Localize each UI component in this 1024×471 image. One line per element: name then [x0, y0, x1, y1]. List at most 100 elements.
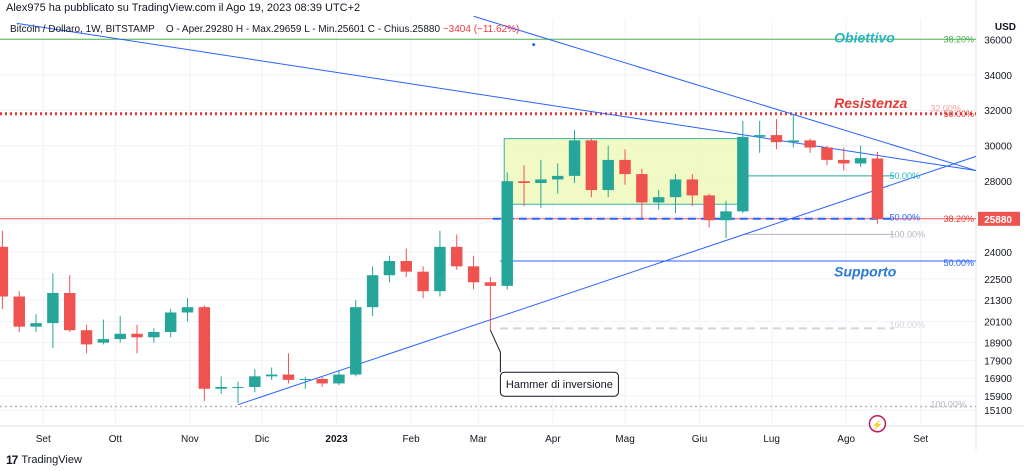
- candle-body[interactable]: [400, 261, 412, 272]
- annotation-supporto: Supporto: [834, 264, 897, 280]
- candle-body[interactable]: [737, 136, 749, 212]
- time-tick-label: Mar: [470, 434, 488, 445]
- ohlc-values: O - Aper.29280 H - Max.29659 L - Min.256…: [165, 24, 441, 35]
- time-tick-label: Set: [913, 434, 928, 445]
- symbol-name: Bitcoin / Dollaro, 1W, BITSTAMP: [10, 24, 155, 35]
- candle-body[interactable]: [13, 296, 25, 327]
- candle-body[interactable]: [350, 307, 362, 375]
- candle-body[interactable]: [585, 140, 598, 191]
- candle-body[interactable]: [854, 158, 867, 164]
- candle-body[interactable]: [451, 246, 463, 267]
- trendline[interactable]: [473, 15, 977, 172]
- candle-body[interactable]: [383, 261, 396, 276]
- price-tick-label: 32000: [984, 106, 1012, 117]
- fib-percent-label: 50.00%: [943, 258, 974, 268]
- candle-body[interactable]: [804, 140, 816, 148]
- candle-body[interactable]: [619, 159, 631, 175]
- lightning-icon[interactable]: [868, 415, 887, 433]
- price-change: −3404 (−11.62%): [442, 24, 520, 35]
- time-tick-label: Feb: [402, 434, 420, 445]
- candle-body[interactable]: [282, 374, 295, 380]
- time-tick-label: Nov: [181, 434, 199, 445]
- candle-body[interactable]: [0, 246, 9, 297]
- annotation-resistenza: Resistenza: [834, 95, 907, 111]
- currency-label: USD: [994, 22, 1016, 33]
- candle-body[interactable]: [215, 386, 227, 389]
- time-tick-label: Giu: [692, 434, 708, 445]
- candle-body[interactable]: [249, 376, 261, 387]
- trendline[interactable]: [16, 22, 977, 172]
- candle-body[interactable]: [181, 307, 194, 313]
- candle-body[interactable]: [686, 179, 699, 196]
- candle-body[interactable]: [636, 174, 648, 203]
- price-tick-label: 17900: [984, 356, 1012, 367]
- candle-body[interactable]: [30, 323, 42, 327]
- fib-percent-label: 100.00%: [889, 229, 925, 239]
- candle-body[interactable]: [434, 246, 446, 292]
- time-tick-label: Dic: [255, 434, 269, 445]
- marker-dot: [532, 43, 536, 47]
- candle-body[interactable]: [787, 140, 800, 143]
- last-price-value: 25880: [984, 215, 1012, 226]
- candle-body[interactable]: [316, 378, 328, 384]
- callout-pointer: [489, 330, 501, 373]
- price-tick-label: 36000: [984, 35, 1012, 46]
- candle-body[interactable]: [164, 312, 177, 332]
- candle-body[interactable]: [652, 197, 665, 203]
- candle-body[interactable]: [47, 292, 59, 324]
- time-tick-label: Ott: [109, 434, 123, 445]
- candle-body[interactable]: [838, 159, 850, 164]
- candle-body[interactable]: [333, 374, 345, 384]
- fib-percent-label: 50.00%: [889, 171, 920, 181]
- candle-body[interactable]: [753, 135, 766, 137]
- candle-body[interactable]: [568, 140, 581, 176]
- price-tick-label: 15900: [984, 392, 1012, 403]
- candle-body[interactable]: [871, 158, 884, 219]
- candle-body[interactable]: [770, 135, 783, 143]
- candle-body[interactable]: [198, 307, 211, 389]
- candle-body[interactable]: [417, 271, 429, 292]
- candle-body[interactable]: [484, 282, 497, 286]
- candle-body[interactable]: [720, 211, 732, 221]
- price-tick-label: 21300: [984, 296, 1012, 307]
- candle-body[interactable]: [114, 333, 126, 340]
- candle-body[interactable]: [518, 181, 530, 183]
- candle-body[interactable]: [148, 331, 160, 338]
- candle-body[interactable]: [703, 195, 715, 221]
- price-tick-label: 20100: [984, 317, 1012, 328]
- candle-body[interactable]: [232, 386, 244, 388]
- last-price-tag: [978, 211, 1020, 226]
- candle-body[interactable]: [80, 330, 93, 345]
- candle-body[interactable]: [501, 181, 513, 286]
- fib-percent-label: 100.00%: [889, 320, 925, 330]
- candle-body[interactable]: [551, 175, 564, 180]
- fib-percent-label: 50.00%: [889, 213, 920, 223]
- candle-body[interactable]: [535, 179, 547, 183]
- candle-body[interactable]: [366, 275, 379, 308]
- tradingview-mark-icon: 17: [6, 453, 18, 467]
- candle-body[interactable]: [63, 292, 76, 331]
- candle-body[interactable]: [97, 339, 110, 343]
- candle-body[interactable]: [602, 159, 614, 191]
- candle-body[interactable]: [821, 147, 833, 160]
- time-tick-label: 2023: [325, 434, 348, 445]
- fib-percent-label: 38.20%: [943, 34, 974, 44]
- annotation-obiettivo: Obiettivo: [834, 30, 895, 46]
- time-tick-label: Ago: [837, 434, 855, 445]
- lightning-glyph: ⚡: [872, 419, 883, 431]
- price-tick-label: 15100: [984, 406, 1012, 417]
- fib-percent-label: 100.00%: [930, 400, 966, 410]
- tradingview-logo[interactable]: 17 TradingView: [6, 453, 82, 467]
- callout-box[interactable]: [499, 371, 619, 397]
- symbol-info: Bitcoin / Dollaro, 1W, BITSTAMP O - Aper…: [10, 24, 519, 35]
- price-tick-label: 18900: [984, 339, 1012, 350]
- candle-body[interactable]: [467, 266, 480, 283]
- price-tick-label: 24000: [984, 248, 1012, 259]
- candle-body[interactable]: [265, 374, 278, 377]
- fib-percent-label: 38.20%: [943, 214, 974, 224]
- tradingview-logo-text: TradingView: [21, 454, 82, 466]
- candle-body[interactable]: [131, 333, 143, 338]
- candle-body[interactable]: [299, 378, 312, 380]
- candle-body[interactable]: [669, 179, 682, 198]
